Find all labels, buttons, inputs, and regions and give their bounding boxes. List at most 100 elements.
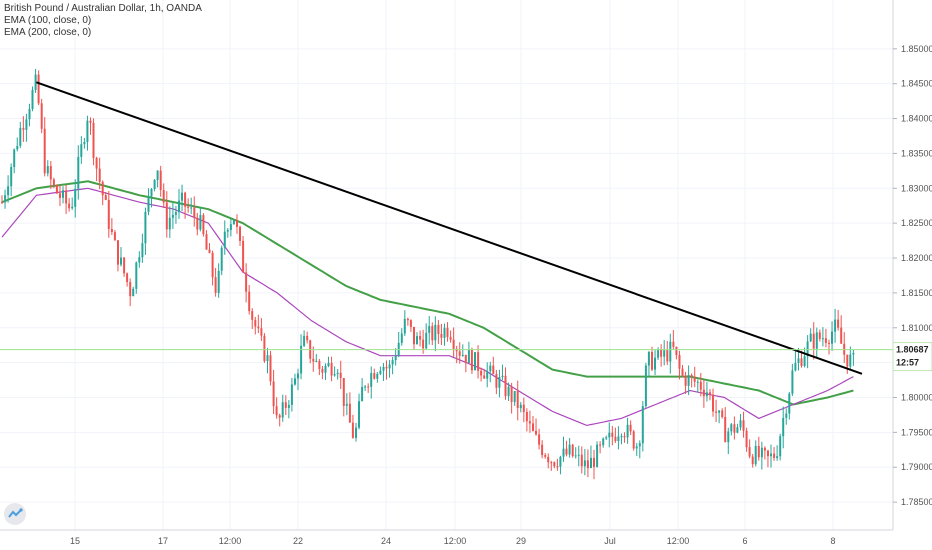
candle-body: [129, 282, 132, 297]
candle-body: [193, 207, 196, 218]
y-tick-label: 1.81000: [901, 323, 932, 333]
candle-body: [480, 370, 483, 376]
x-tick-label: 8: [830, 536, 835, 546]
candle-body: [351, 422, 354, 438]
candle-body: [522, 404, 525, 413]
candle-body: [306, 335, 309, 341]
candle-body: [504, 375, 507, 397]
y-tick-label: 1.83500: [901, 148, 932, 158]
candle-body: [425, 332, 428, 349]
candle-body: [168, 217, 171, 230]
candle-body: [162, 190, 165, 203]
candle-body: [742, 420, 745, 431]
candle-body: [751, 456, 754, 465]
y-tick-label: 1.79500: [901, 427, 932, 437]
candle-body: [413, 326, 415, 345]
candle-body: [428, 326, 431, 333]
candle-body: [690, 375, 693, 377]
candle-body: [702, 389, 705, 397]
candle-body: [245, 272, 248, 292]
candle-body: [440, 333, 443, 338]
candle-body: [837, 319, 840, 328]
candle-body: [470, 350, 473, 371]
candle-body: [181, 192, 183, 201]
candle-body: [409, 320, 412, 327]
price-tag-value: 1.80687: [896, 345, 929, 355]
candle-body: [559, 456, 562, 467]
candle-body: [25, 119, 28, 130]
candle-body: [184, 192, 187, 207]
candle-body: [95, 157, 98, 169]
candle-body: [785, 413, 788, 418]
legend-ema100[interactable]: EMA (100, close, 0): [4, 15, 92, 26]
candle-body: [68, 203, 71, 209]
candle-body: [538, 434, 541, 445]
candle-body: [599, 444, 602, 446]
trendline[interactable]: [36, 81, 863, 375]
candle-body: [593, 457, 595, 467]
candle-body: [220, 247, 223, 271]
candle-body: [608, 432, 611, 438]
candle-body: [339, 372, 342, 378]
candle-body: [474, 352, 476, 371]
candle-body: [318, 360, 321, 369]
candle-body: [342, 378, 345, 406]
candle-body: [272, 381, 275, 407]
candle-body: [187, 206, 190, 208]
candle-body: [294, 378, 296, 385]
candle-body: [315, 360, 318, 362]
y-tick-label: 1.84000: [901, 114, 932, 124]
candle-body: [779, 436, 782, 457]
candle-body: [516, 391, 519, 408]
candle-body: [248, 291, 251, 312]
candle-body: [812, 333, 815, 349]
tradingview-logo-icon[interactable]: [4, 503, 26, 525]
candle-body: [28, 109, 31, 120]
candle-body: [629, 424, 632, 432]
candle-body: [71, 206, 74, 209]
candle-body: [52, 179, 55, 186]
candle-body: [199, 215, 202, 230]
candle-body: [666, 350, 669, 362]
candle-body: [568, 444, 571, 455]
legend-title[interactable]: British Pound / Australian Dollar, 1h, O…: [4, 3, 202, 14]
candle-body: [736, 427, 739, 433]
candle-body: [577, 454, 580, 456]
candle-body: [513, 391, 516, 402]
candle-body: [684, 375, 687, 386]
candle-body: [617, 436, 620, 441]
candle-body: [705, 392, 708, 397]
candle-body: [794, 363, 797, 371]
candle-body: [782, 417, 785, 437]
candle-body: [651, 352, 653, 370]
legend-ema200[interactable]: EMA (200, close, 0): [4, 27, 92, 38]
price-tag-box: [892, 342, 932, 372]
candle-body: [739, 420, 742, 428]
candle-body: [104, 195, 107, 200]
candle-body: [297, 373, 299, 379]
time-axis[interactable]: 15 17 12:00 22 24 12:00 29 Jul 12:00 6 8: [70, 536, 836, 546]
candle-body: [266, 355, 269, 362]
candle-body: [89, 120, 92, 123]
candle-body: [388, 364, 391, 369]
candle-body: [92, 122, 95, 158]
x-tick-label: Jul: [604, 536, 616, 546]
candle-body: [620, 436, 623, 438]
y-tick-label: 1.78500: [901, 497, 932, 507]
candle-body: [110, 229, 113, 232]
candle-body: [178, 200, 180, 213]
candle-body: [492, 365, 495, 374]
candle-body: [239, 226, 241, 241]
candle-body: [336, 372, 339, 375]
candle-body: [303, 335, 306, 346]
candle-body: [611, 432, 614, 437]
last-price-label: 1.80687 12:57: [892, 342, 932, 372]
candle-body: [831, 331, 833, 344]
candle-body: [437, 324, 440, 334]
candle-body: [654, 357, 656, 370]
x-tick-label: 12:00: [667, 536, 690, 546]
candle-body: [638, 443, 641, 447]
candle-body: [113, 232, 116, 241]
candle-body: [770, 453, 772, 457]
